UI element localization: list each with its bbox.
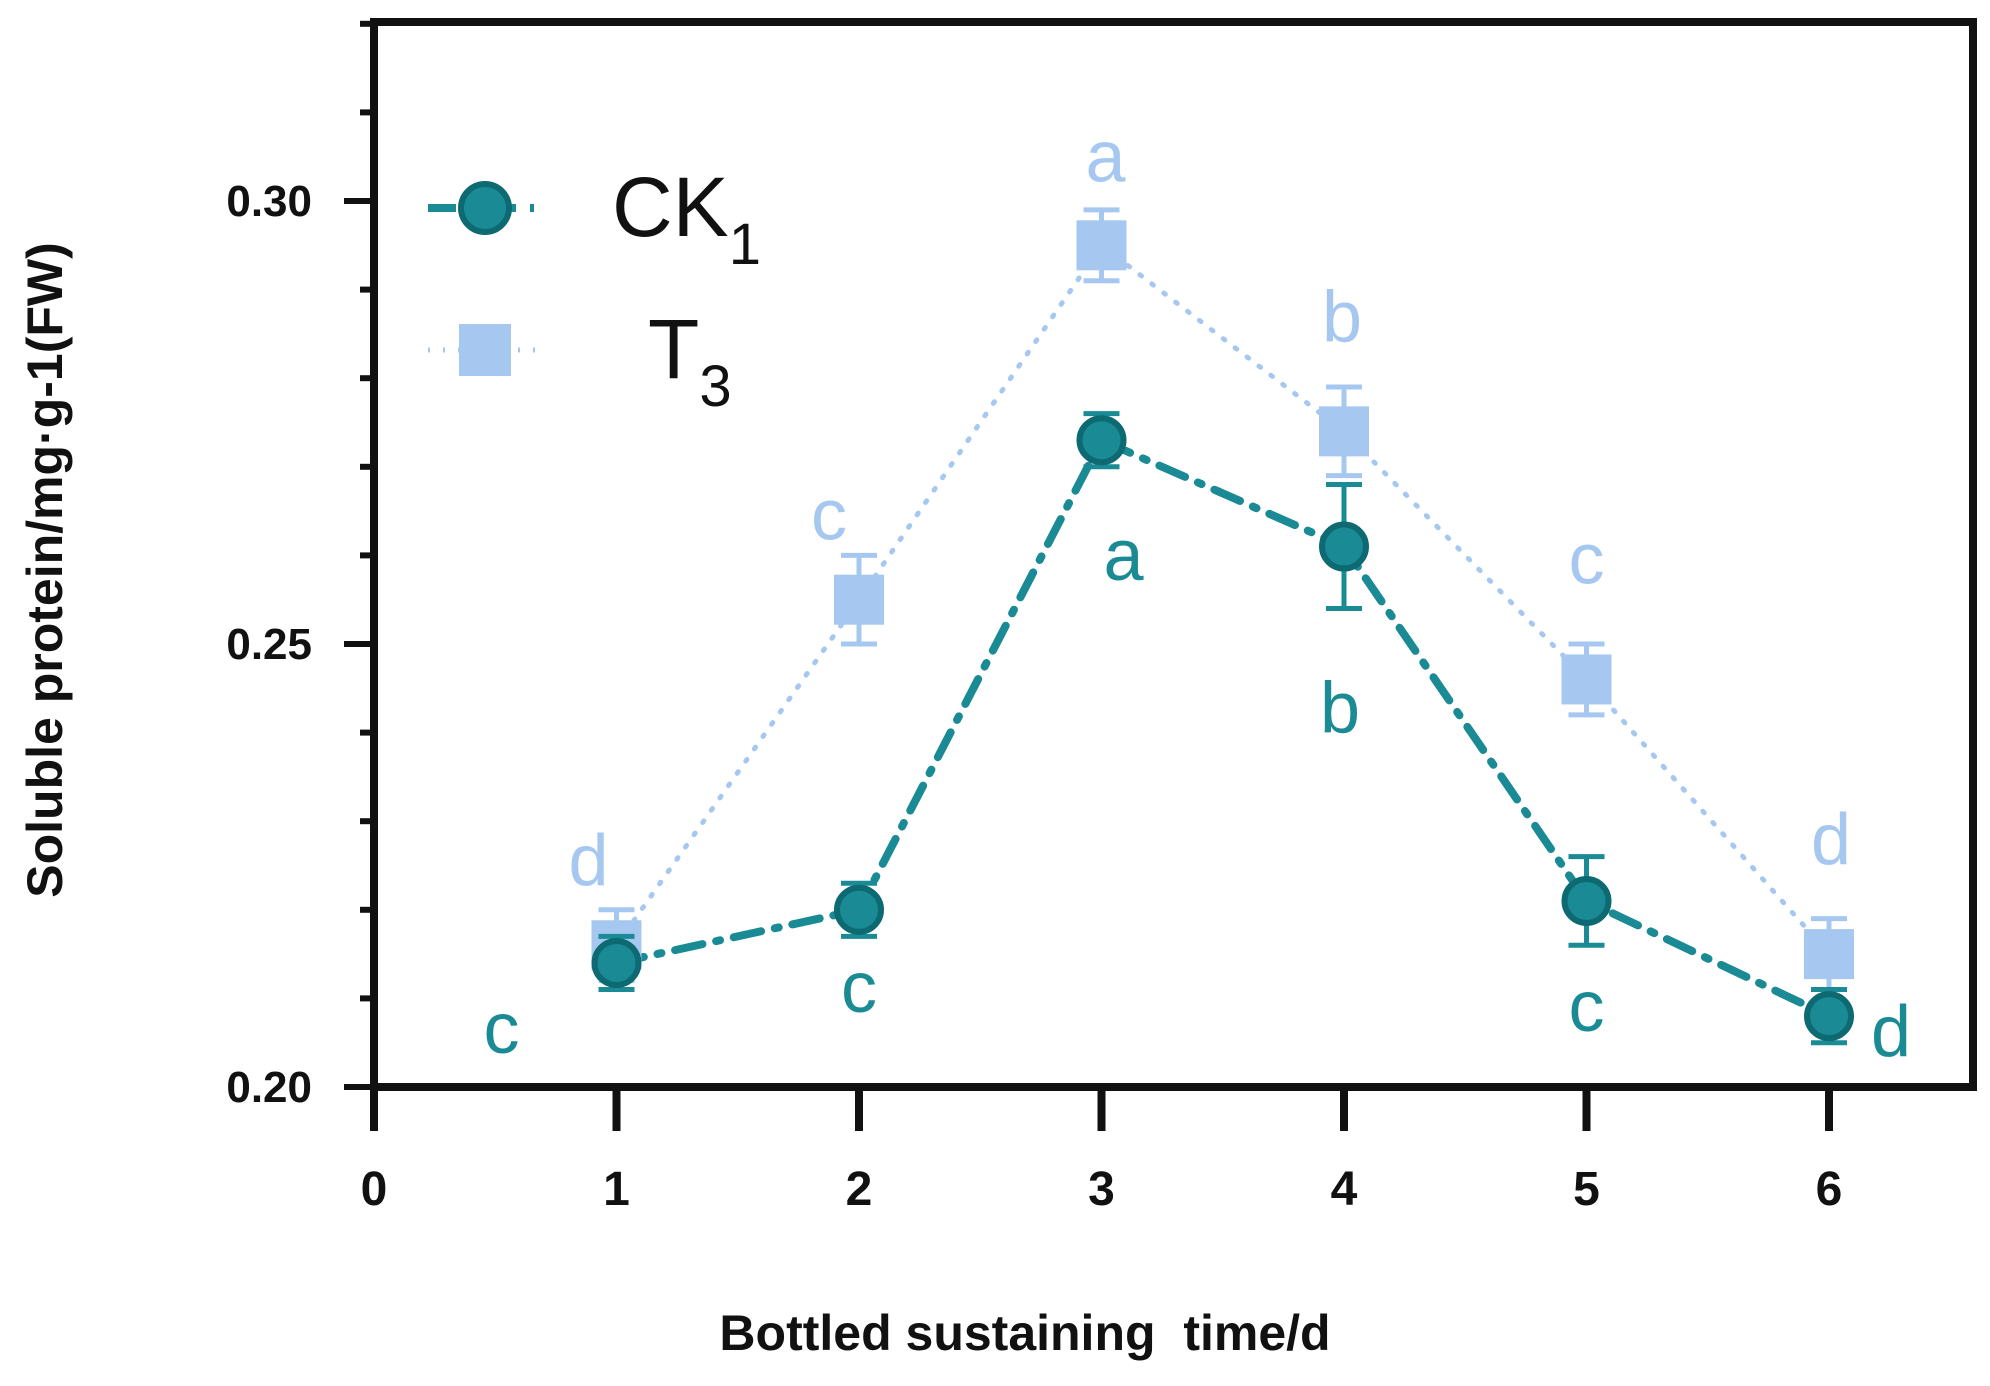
data-point (1561, 654, 1612, 705)
x-tick-label: 3 (1088, 1163, 1115, 1216)
series-ck1 (591, 411, 1854, 1046)
x-tick-label: 4 (1331, 1163, 1358, 1216)
data-point (834, 574, 884, 625)
x-tick-label: 2 (846, 1163, 873, 1216)
legend-marker (459, 324, 511, 376)
x-tick-label: 5 (1573, 1163, 1600, 1216)
y-tick-label: 0.20 (226, 1063, 312, 1112)
significance-label: a (1103, 516, 1144, 596)
data-point (1076, 220, 1127, 271)
significance-label: d (1871, 992, 1911, 1072)
significance-label: b (1322, 277, 1362, 357)
significance-label: c (811, 476, 847, 556)
significance-label: a (1085, 117, 1126, 197)
data-point (1319, 406, 1369, 457)
data-point (1076, 415, 1127, 466)
y-axis-title: Soluble protein/mg·g-1(FW) (17, 242, 73, 897)
significance-label: c (1569, 519, 1605, 599)
series-t3 (591, 207, 1854, 993)
x-axis-title: Bottled sustaining time/d (719, 1305, 1330, 1361)
data-point (1804, 929, 1854, 980)
data-point (591, 937, 642, 988)
data-point (1319, 521, 1369, 572)
legend-label: T3 (648, 302, 732, 419)
legend-item-ck1: CK1 (428, 160, 761, 277)
y-tick-label: 0.30 (226, 177, 312, 226)
data-point (1561, 875, 1612, 926)
data-point (1804, 991, 1854, 1042)
significance-label: c (1569, 967, 1605, 1047)
legend-label: CK1 (612, 160, 761, 277)
series-line-ck1 (612, 435, 1833, 1021)
data-point (834, 884, 884, 935)
x-tick-label: 6 (1816, 1163, 1843, 1216)
legend-item-t3: T3 (428, 302, 732, 419)
significance-label: d (1811, 800, 1851, 880)
y-tick-label: 0.25 (226, 620, 312, 669)
significance-label: b (1320, 669, 1360, 749)
x-tick-label: 1 (603, 1163, 630, 1216)
x-tick-label: 0 (361, 1163, 388, 1216)
significance-label: c (484, 989, 520, 1069)
significance-label: c (841, 948, 877, 1028)
legend-marker (458, 181, 512, 235)
series-line-t3 (614, 241, 1832, 957)
significance-label: d (568, 821, 608, 901)
